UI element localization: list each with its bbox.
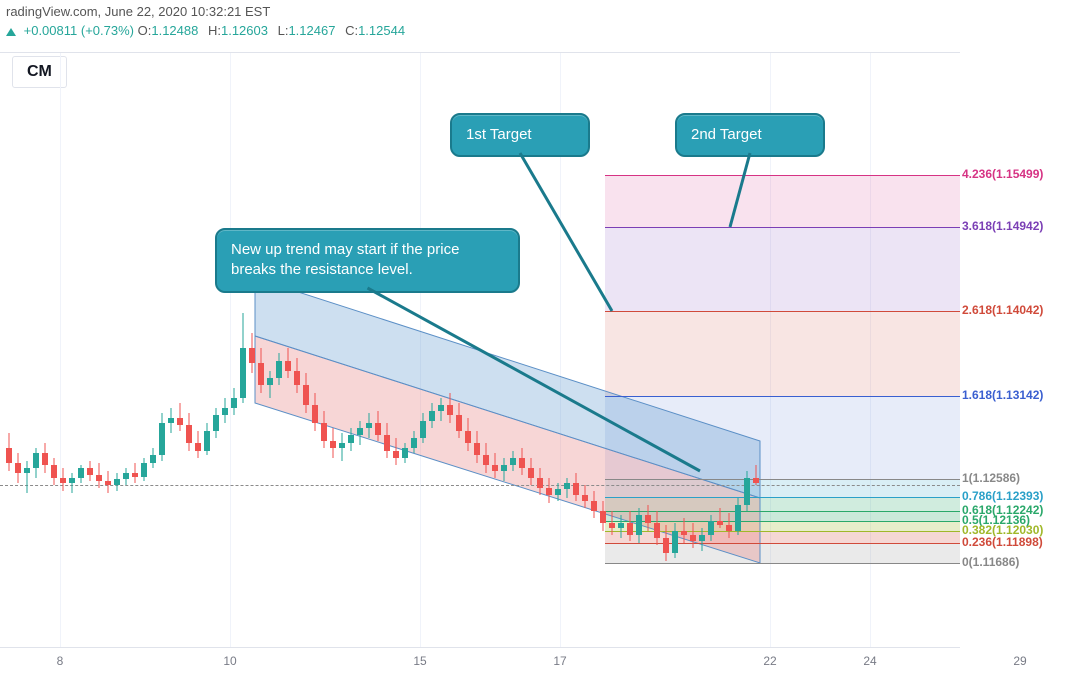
candlestick[interactable]: [177, 53, 183, 647]
candlestick[interactable]: [357, 53, 363, 647]
callout-trend[interactable]: New up trend may start if the price brea…: [215, 228, 520, 293]
callout-target1[interactable]: 1st Target: [450, 113, 590, 157]
candlestick[interactable]: [312, 53, 318, 647]
candlestick[interactable]: [366, 53, 372, 647]
candlestick[interactable]: [195, 53, 201, 647]
candlestick[interactable]: [348, 53, 354, 647]
fib-level-label: 3.618(1.14942): [962, 219, 1043, 233]
candlestick[interactable]: [375, 53, 381, 647]
candlestick[interactable]: [294, 53, 300, 647]
candlestick[interactable]: [600, 53, 606, 647]
candlestick[interactable]: [663, 53, 669, 647]
candlestick[interactable]: [393, 53, 399, 647]
fib-level-label: 2.618(1.14042): [962, 303, 1043, 317]
candlestick[interactable]: [420, 53, 426, 647]
candlestick[interactable]: [69, 53, 75, 647]
candlestick[interactable]: [60, 53, 66, 647]
candlestick[interactable]: [231, 53, 237, 647]
fib-level-label: 0(1.11686): [962, 555, 1019, 569]
candlestick[interactable]: [645, 53, 651, 647]
candlestick[interactable]: [51, 53, 57, 647]
candlestick[interactable]: [258, 53, 264, 647]
candlestick[interactable]: [168, 53, 174, 647]
candlestick[interactable]: [591, 53, 597, 647]
candlestick[interactable]: [141, 53, 147, 647]
time-tick-label: 22: [763, 654, 776, 668]
candlestick[interactable]: [618, 53, 624, 647]
candlestick[interactable]: [105, 53, 111, 647]
candlestick[interactable]: [15, 53, 21, 647]
callout-target2[interactable]: 2nd Target: [675, 113, 825, 157]
candlestick[interactable]: [186, 53, 192, 647]
fib-level-label: 0.236(1.11898): [962, 535, 1043, 549]
candlestick[interactable]: [429, 53, 435, 647]
candlestick[interactable]: [87, 53, 93, 647]
candlestick[interactable]: [384, 53, 390, 647]
ohlc-row: +0.00811 (+0.73%) O:1.12488 H:1.12603 L:…: [6, 23, 1074, 38]
candlestick[interactable]: [654, 53, 660, 647]
candlestick[interactable]: [114, 53, 120, 647]
time-axis[interactable]: 8101517222429: [0, 647, 960, 675]
candlestick[interactable]: [249, 53, 255, 647]
candlestick[interactable]: [6, 53, 12, 647]
fib-level-label: 0.786(1.12393): [962, 489, 1043, 503]
candlestick[interactable]: [303, 53, 309, 647]
candlestick[interactable]: [222, 53, 228, 647]
candlestick[interactable]: [330, 53, 336, 647]
fib-level-label: 1.618(1.13142): [962, 388, 1043, 402]
chart-source-time: radingView.com, June 22, 2020 10:32:21 E…: [6, 4, 1074, 19]
fib-level-label: 4.236(1.15499): [962, 167, 1043, 181]
candlestick[interactable]: [123, 53, 129, 647]
chart-header: radingView.com, June 22, 2020 10:32:21 E…: [0, 0, 1080, 52]
candlestick[interactable]: [24, 53, 30, 647]
candlestick[interactable]: [267, 53, 273, 647]
candlestick[interactable]: [78, 53, 84, 647]
candlestick[interactable]: [321, 53, 327, 647]
candlestick[interactable]: [438, 53, 444, 647]
time-tick-label: 24: [863, 654, 876, 668]
up-caret-icon: [6, 28, 16, 36]
candlestick[interactable]: [339, 53, 345, 647]
fib-level-label: 1(1.12586): [962, 471, 1020, 485]
candlestick[interactable]: [285, 53, 291, 647]
chart-plot-area[interactable]: 1st Target 2nd Target New up trend may sta…: [0, 52, 960, 647]
candlestick[interactable]: [132, 53, 138, 647]
candlestick[interactable]: [213, 53, 219, 647]
time-tick-label: 8: [57, 654, 64, 668]
candlestick[interactable]: [42, 53, 48, 647]
candlestick[interactable]: [627, 53, 633, 647]
time-tick-label: 15: [413, 654, 426, 668]
candlestick[interactable]: [636, 53, 642, 647]
candlestick[interactable]: [402, 53, 408, 647]
price-axis[interactable]: 4.236(1.15499) 3.618(1.14942) 2.618(1.1404…: [960, 52, 1080, 622]
candlestick[interactable]: [276, 53, 282, 647]
candlestick[interactable]: [33, 53, 39, 647]
candlestick[interactable]: [204, 53, 210, 647]
candlestick[interactable]: [411, 53, 417, 647]
candlestick[interactable]: [159, 53, 165, 647]
candlestick[interactable]: [240, 53, 246, 647]
time-tick-label: 29: [1013, 654, 1026, 668]
candlestick[interactable]: [609, 53, 615, 647]
candlestick[interactable]: [150, 53, 156, 647]
time-tick-label: 17: [553, 654, 566, 668]
candlestick[interactable]: [96, 53, 102, 647]
time-tick-label: 10: [223, 654, 236, 668]
